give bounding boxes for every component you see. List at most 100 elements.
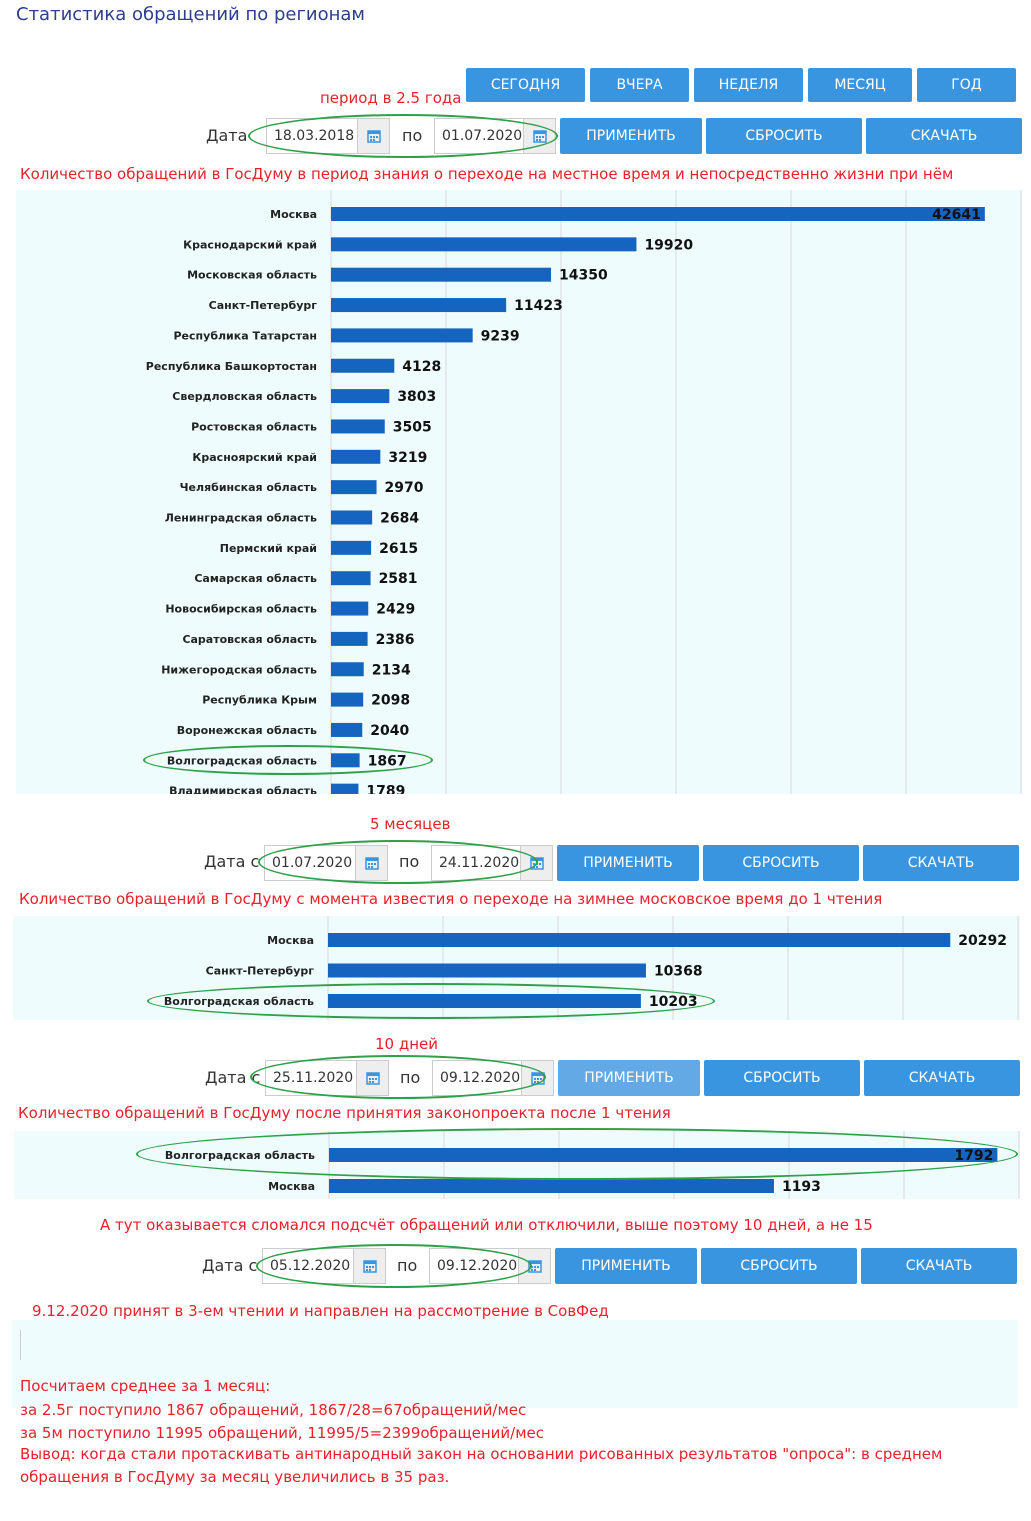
- calendar-icon[interactable]: [523, 119, 555, 153]
- calendar-icon[interactable]: [357, 119, 389, 153]
- bar: [331, 722, 363, 737]
- date-to-field[interactable]: 09.12.2020: [432, 1060, 554, 1096]
- bar: [331, 449, 381, 464]
- value-label: 2684: [380, 511, 419, 527]
- summary-line: за 2.5г поступило 1867 обращений, 1867/2…: [20, 1401, 527, 1419]
- category-label: Пермский край: [220, 542, 317, 555]
- download-button[interactable]: СКАЧАТЬ: [863, 845, 1019, 881]
- date-label: Дата с: [202, 1256, 258, 1275]
- reset-button[interactable]: СБРОСИТЬ: [706, 118, 862, 154]
- date-from-value: 01.07.2020: [272, 855, 353, 871]
- download-button[interactable]: СКАЧАТЬ: [864, 1060, 1020, 1096]
- bar: [331, 631, 368, 646]
- bar: [331, 207, 985, 221]
- calendar-icon[interactable]: [356, 1061, 388, 1095]
- apply-button[interactable]: ПРИМЕНИТЬ: [557, 845, 699, 881]
- date-from-field[interactable]: 05.12.2020: [262, 1248, 386, 1284]
- reset-button[interactable]: СБРОСИТЬ: [701, 1248, 857, 1284]
- value-label: 11423: [514, 298, 563, 314]
- date-label: Дата: [206, 126, 248, 145]
- calendar-icon[interactable]: [520, 846, 552, 880]
- date-from-field[interactable]: 18.03.2018: [266, 118, 390, 154]
- value-label: 3219: [388, 450, 427, 466]
- download-button[interactable]: СКАЧАТЬ: [861, 1248, 1017, 1284]
- broken-counter-annotation: А тут оказывается сломался подсчёт обращ…: [100, 1216, 873, 1234]
- date-to-field[interactable]: 01.07.2020: [434, 118, 556, 154]
- bar: [331, 783, 359, 794]
- date-separator: по: [400, 1068, 421, 1087]
- category-label: Краснодарский край: [183, 238, 317, 251]
- value-label: 2615: [379, 541, 418, 557]
- value-label: 1789: [366, 784, 405, 794]
- date-to-field[interactable]: 24.11.2020: [431, 845, 553, 881]
- bar-chart-svg: Москва 20292 Санкт-Петербург 10368 Волгоград…: [164, 916, 1019, 1020]
- summary-line: Посчитаем среднее за 1 месяц:: [20, 1377, 271, 1395]
- empty-chart-panel: [12, 1320, 1018, 1408]
- value-label: 19920: [644, 237, 693, 253]
- bar: [328, 994, 641, 1008]
- value-label: 3505: [393, 419, 432, 435]
- year-button[interactable]: ГОД: [917, 68, 1016, 102]
- category-label: Красноярский край: [192, 451, 317, 464]
- value-label: 2134: [372, 662, 411, 678]
- value-label: 1867: [368, 753, 407, 769]
- reset-button[interactable]: СБРОСИТЬ: [703, 845, 859, 881]
- value-label: 1193: [782, 1179, 821, 1195]
- value-label: 2970: [385, 480, 424, 496]
- bar: [329, 1148, 998, 1162]
- date-to-value: 09.12.2020: [437, 1258, 518, 1274]
- value-label: 9239: [481, 328, 520, 344]
- regions-chart-3: Волгоградская область 1792 Москва 1193: [14, 1131, 1020, 1199]
- download-button[interactable]: СКАЧАТЬ: [866, 118, 1022, 154]
- apply-button[interactable]: ПРИМЕНИТЬ: [555, 1248, 697, 1284]
- category-label: Воронежская область: [177, 724, 317, 737]
- apply-button[interactable]: ПРИМЕНИТЬ: [560, 118, 702, 154]
- category-label: Республика Башкортостан: [146, 360, 317, 373]
- date-to-field[interactable]: 09.12.2020: [429, 1248, 551, 1284]
- category-label: Санкт-Петербург: [209, 299, 318, 312]
- date-separator: по: [397, 1256, 418, 1275]
- week-button[interactable]: НЕДЕЛЯ: [694, 68, 803, 102]
- date-to-value: 09.12.2020: [440, 1070, 521, 1086]
- regions-chart-2: Москва 20292 Санкт-Петербург 10368 Волгоград…: [13, 916, 1020, 1020]
- category-label: Самарская область: [194, 572, 317, 585]
- summary-line: Вывод: когда стали протаскивать антинаро…: [20, 1445, 943, 1463]
- today-button[interactable]: СЕГОДНЯ: [466, 68, 585, 102]
- category-label: Ростовская область: [191, 420, 317, 433]
- bar: [331, 540, 372, 555]
- category-label: Волгоградская область: [167, 754, 317, 767]
- value-label: 1792: [954, 1148, 993, 1164]
- category-label: Волгоградская область: [165, 1149, 315, 1162]
- calendar-icon[interactable]: [355, 846, 387, 880]
- chart-caption: Количество обращений в ГосДуму после при…: [18, 1104, 671, 1122]
- regions-chart-1: Москва 42641 Краснодарский край 19920 Москов…: [16, 190, 1022, 794]
- value-label: 2581: [379, 571, 418, 587]
- apply-button[interactable]: ПРИМЕНИТЬ: [558, 1060, 700, 1096]
- category-label: Москва: [268, 1180, 315, 1193]
- bar: [328, 933, 951, 947]
- yesterday-button[interactable]: ВЧЕРА: [590, 68, 689, 102]
- category-label: Республика Крым: [202, 694, 317, 707]
- chart-caption: Количество обращений в ГосДуму в период …: [20, 165, 954, 183]
- bar: [328, 963, 646, 978]
- category-label: Волгоградская область: [164, 995, 314, 1008]
- date-label: Дата с: [204, 852, 260, 871]
- value-label: 2040: [370, 723, 409, 739]
- category-label: Москва: [270, 208, 317, 221]
- bar: [331, 419, 385, 434]
- period-annotation: 5 месяцев: [370, 815, 451, 833]
- reset-button[interactable]: СБРОСИТЬ: [704, 1060, 860, 1096]
- month-button[interactable]: МЕСЯЦ: [808, 68, 912, 102]
- value-label: 10368: [654, 964, 703, 980]
- calendar-icon[interactable]: [521, 1061, 553, 1095]
- date-from-field[interactable]: 01.07.2020: [264, 845, 388, 881]
- value-label: 20292: [958, 933, 1007, 949]
- calendar-icon[interactable]: [518, 1249, 550, 1283]
- date-from-field[interactable]: 25.11.2020: [265, 1060, 389, 1096]
- category-label: Владимирская область: [169, 785, 317, 794]
- category-label: Челябинская область: [180, 481, 317, 494]
- bar: [331, 571, 371, 586]
- bar: [331, 298, 507, 313]
- date-from-value: 05.12.2020: [270, 1258, 351, 1274]
- calendar-icon[interactable]: [353, 1249, 385, 1283]
